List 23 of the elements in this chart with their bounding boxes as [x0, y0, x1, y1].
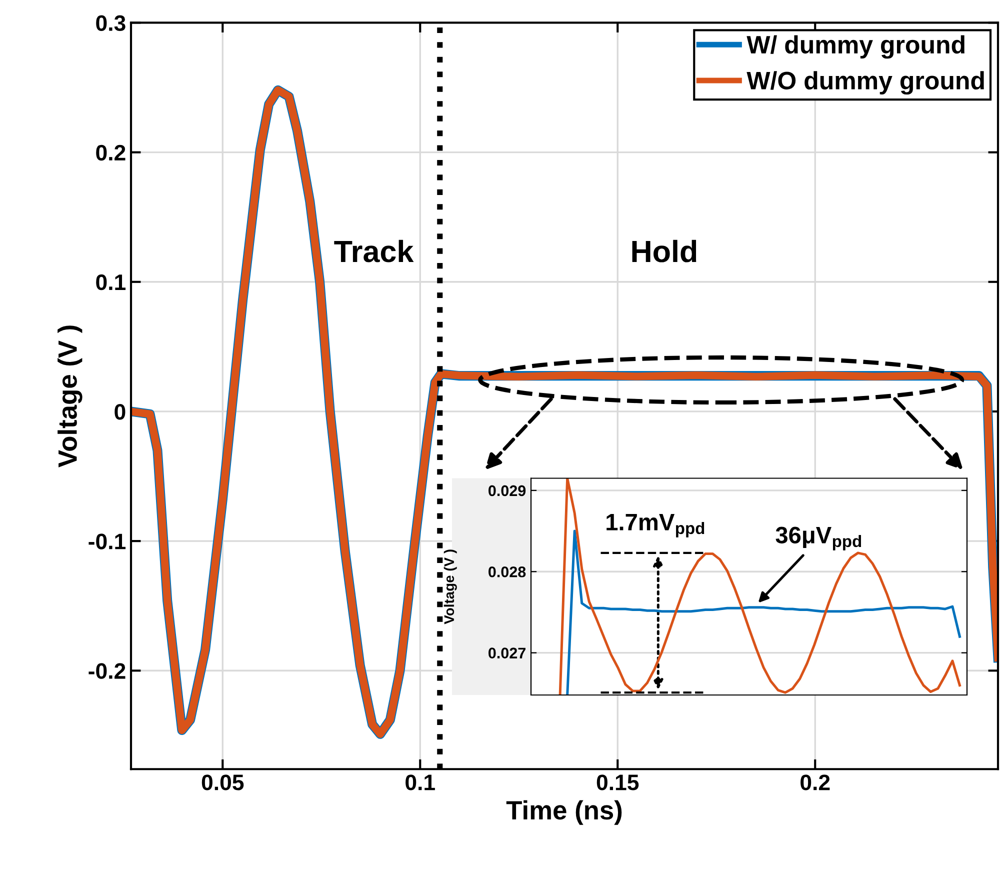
annotation: Track	[334, 240, 414, 262]
x-tick-label: 0.2	[800, 774, 830, 790]
annotation: Hold	[632, 240, 696, 262]
legend-label: W/ dummy ground	[746, 35, 964, 59]
y-tick-label: 0.1	[96, 274, 126, 290]
legend-label: W/O dummy ground	[746, 71, 984, 95]
y-axis-title: Voltage (V )	[58, 326, 82, 468]
annotation: 1.7mV$_{ppd}$	[606, 514, 704, 538]
x-tick-label: 0.15	[596, 774, 639, 790]
y-tick-label: 0.027	[488, 648, 526, 658]
x-tick-label: 0.1	[406, 774, 435, 790]
x-axis-title: Time (ns)	[506, 800, 622, 825]
y-tick-label: -0.2	[88, 663, 126, 679]
y-tick-label: 0.029	[488, 485, 526, 496]
line-series	[558, 478, 961, 696]
y-tick-label: 0.2	[96, 144, 126, 161]
y-tick-label: 0	[114, 404, 126, 420]
y-axis-title: Voltage (V )	[444, 550, 457, 624]
x-tick-label: 0.05	[202, 774, 244, 790]
annotation: 36μV$_{ppd}$	[776, 526, 862, 550]
y-tick-label: -0.1	[88, 534, 126, 550]
y-tick-label: 0.028	[488, 566, 526, 578]
y-tick-label: 0.3	[96, 15, 126, 32]
